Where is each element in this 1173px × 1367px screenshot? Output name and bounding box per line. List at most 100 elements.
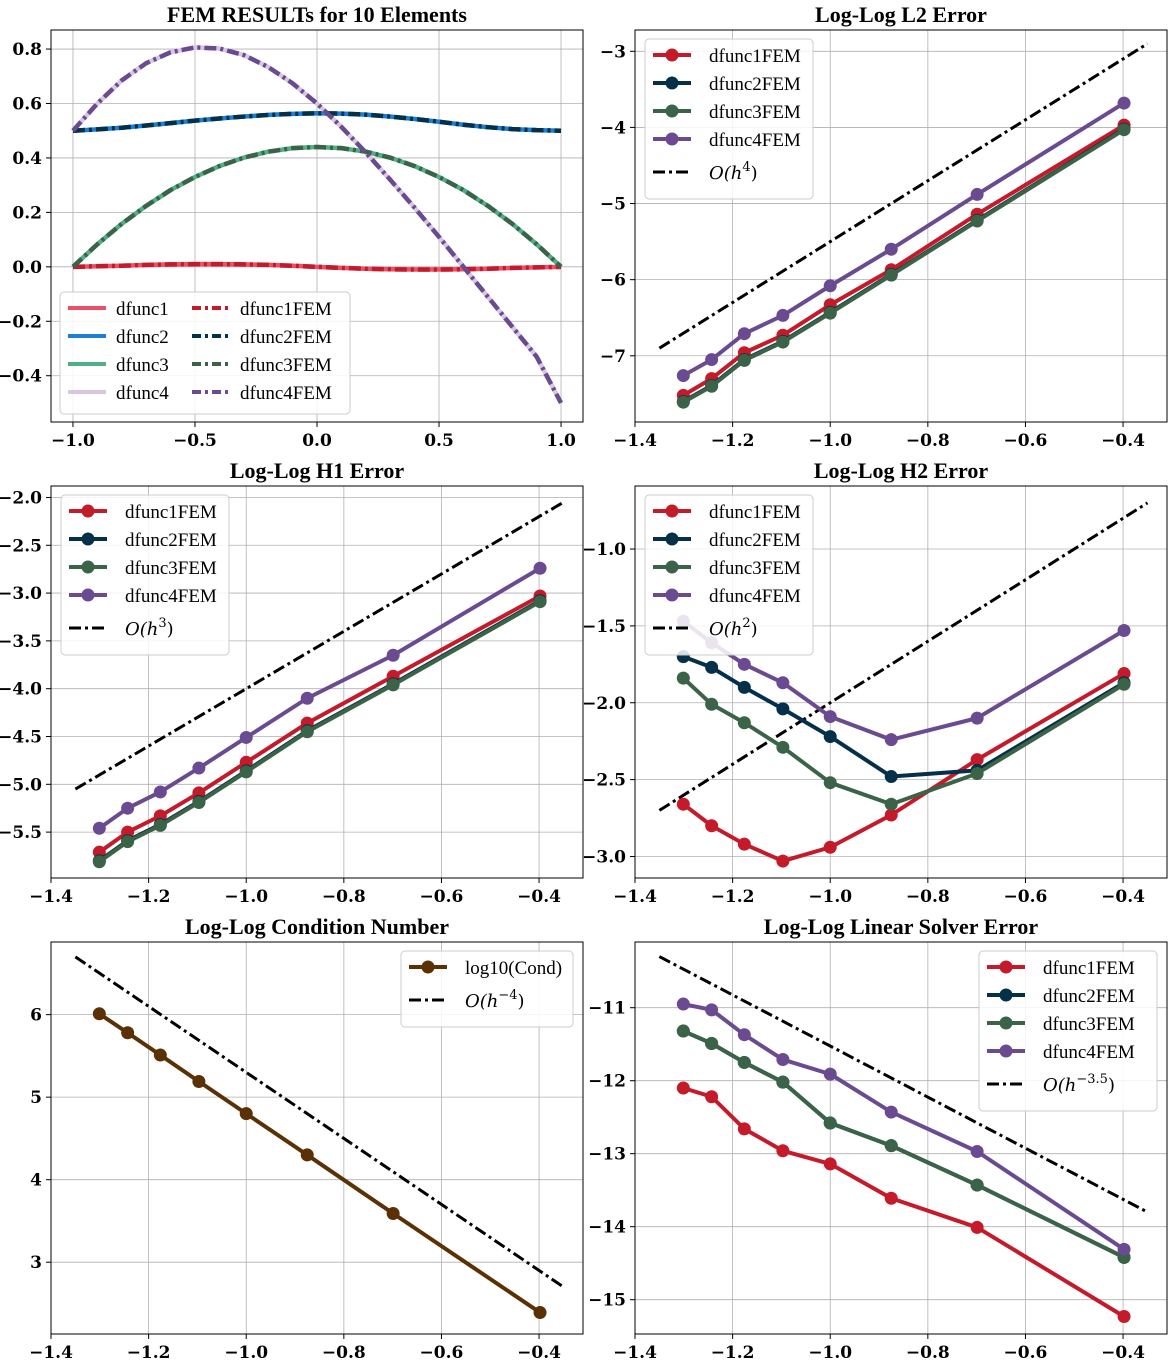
data-point — [239, 765, 253, 779]
data-point — [823, 710, 837, 724]
legend-marker — [81, 532, 95, 546]
ticks: −1.4 −1.2 −1.0 −0.8 −0.6 −0.4 3 4 5 6 — [29, 1006, 561, 1363]
legend-box — [59, 291, 351, 415]
x-tick-label: −1.2 — [127, 1343, 171, 1363]
data-point — [1117, 1309, 1131, 1323]
series-line-dfunc1fem — [682, 671, 1126, 864]
legend-label: dfunc4FEM — [709, 586, 801, 607]
data-point — [884, 797, 898, 811]
data-point — [153, 785, 167, 799]
data-point — [239, 730, 253, 744]
series-line-dfunc4fem — [682, 101, 1126, 378]
ticks: −1.4 −1.2 −1.0 −0.8 −0.6 −0.4 −15 −14 −13 −12 −11 — [588, 999, 1145, 1363]
legend-label: dfunc4FEM — [125, 586, 217, 607]
legend-marker — [999, 960, 1013, 974]
data-point — [676, 997, 690, 1011]
x-tick-label: −0.4 — [1101, 431, 1145, 451]
panel-fem: FEM RESULTs for 10 Elements −1.0 −0.5 0.0 0.… — [0, 2, 584, 451]
axes-frame — [634, 485, 1168, 879]
series-line-dfunc3fem — [682, 128, 1126, 404]
y-tick-label: 5 — [30, 1088, 42, 1108]
series-line-dfunc1fem — [682, 123, 1126, 398]
y-tick-label: 4 — [30, 1171, 42, 1191]
series-line-dfunc1 — [72, 261, 562, 272]
legend: dfunc1FEM dfunc2FEM dfunc3FEM dfunc4FEM O(h−… — [978, 950, 1158, 1112]
y-tick-label: −15 — [588, 1291, 626, 1311]
series-line-dfunc3fem — [71, 144, 563, 269]
x-tick-label: −1.4 — [613, 1343, 657, 1363]
x-tick-label: −0.6 — [1004, 887, 1048, 907]
data-point — [970, 1178, 984, 1192]
x-tick-label: −0.8 — [322, 887, 366, 907]
axes-frame — [50, 485, 584, 879]
legend-marker — [81, 588, 95, 602]
data-point — [121, 801, 135, 815]
legend-label: O(h−4) — [465, 988, 525, 1012]
reference-line — [74, 955, 565, 1289]
data-point — [705, 697, 719, 711]
data-point — [884, 1191, 898, 1205]
legend-label: dfunc4FEM — [709, 130, 801, 151]
data-point — [823, 306, 837, 320]
data-point — [705, 379, 719, 393]
x-tick-label: −1.0 — [51, 431, 95, 451]
x-tick-label: −1.2 — [711, 431, 755, 451]
x-tick-label: 0.0 — [302, 431, 332, 451]
legend-label: dfunc4 — [116, 383, 169, 404]
legend-marker — [665, 532, 679, 546]
data-point — [970, 766, 984, 780]
y-tick-label: 0.6 — [12, 95, 42, 115]
panel-title: Log-Log Linear Solver Error — [764, 914, 1039, 939]
series-line-dfunc4fem — [682, 1002, 1126, 1251]
y-tick-label: −5.5 — [0, 823, 42, 843]
legend-marker — [81, 504, 95, 518]
data-point — [533, 595, 547, 609]
axes-frame — [634, 941, 1168, 1335]
y-tick-label: −14 — [588, 1218, 626, 1238]
x-tick-label: −0.6 — [1004, 431, 1048, 451]
data-point — [737, 327, 751, 341]
legend-label: dfunc1FEM — [125, 502, 217, 523]
legend-marker — [999, 1044, 1013, 1058]
series-line-dfunc3fem — [681, 676, 1126, 807]
x-tick-label: −0.8 — [322, 1343, 366, 1363]
y-tick-label: −2.5 — [582, 771, 626, 791]
ticks: −1.4 −1.2 −1.0 −0.8 −0.6 −0.4 −3.0 −2.5 −2.0 −1.5… — [582, 540, 1145, 907]
data-point — [823, 840, 837, 854]
x-tick-label: −0.8 — [906, 887, 950, 907]
data-point — [92, 855, 106, 869]
x-tick-label: −1.4 — [29, 1343, 73, 1363]
data-point — [121, 835, 135, 849]
legend-marker — [665, 48, 679, 62]
data-point — [705, 660, 719, 674]
legend-label: dfunc1FEM — [240, 299, 332, 320]
data-point — [823, 1067, 837, 1081]
data-point — [970, 214, 984, 228]
legend-label: O(h3) — [125, 616, 174, 640]
y-tick-label: −3 — [600, 42, 626, 62]
legend-box — [644, 494, 814, 656]
data-point — [970, 711, 984, 725]
legend-label: dfunc3FEM — [125, 558, 217, 579]
legend-label: dfunc3FEM — [240, 355, 332, 376]
legend-label: dfunc1FEM — [709, 46, 801, 67]
series-line-dfunc4fem — [71, 45, 564, 404]
y-tick-label: −2.0 — [0, 488, 42, 508]
data-point — [737, 353, 751, 367]
panel-solver: Log-Log Linear Solver Error−1.4 −1.2 −1.0−… — [588, 914, 1168, 1363]
legend-label: dfunc2FEM — [1043, 986, 1135, 1007]
x-tick-label: 0.5 — [424, 431, 454, 451]
axes-frame — [50, 941, 584, 1335]
legend-marker — [999, 988, 1013, 1002]
legend-label: dfunc1FEM — [1043, 958, 1135, 979]
data-point — [737, 837, 751, 851]
data-point — [1117, 624, 1131, 638]
data-point — [386, 648, 400, 662]
legend-label: dfunc2FEM — [709, 530, 801, 551]
legend-marker — [81, 560, 95, 574]
reference-line — [658, 42, 1149, 350]
legend: dfunc1FEM dfunc2FEM dfunc3FEM dfunc4FEM O(h4… — [644, 38, 814, 200]
data-point — [1117, 96, 1131, 110]
y-tick-label: −0.4 — [0, 367, 42, 387]
